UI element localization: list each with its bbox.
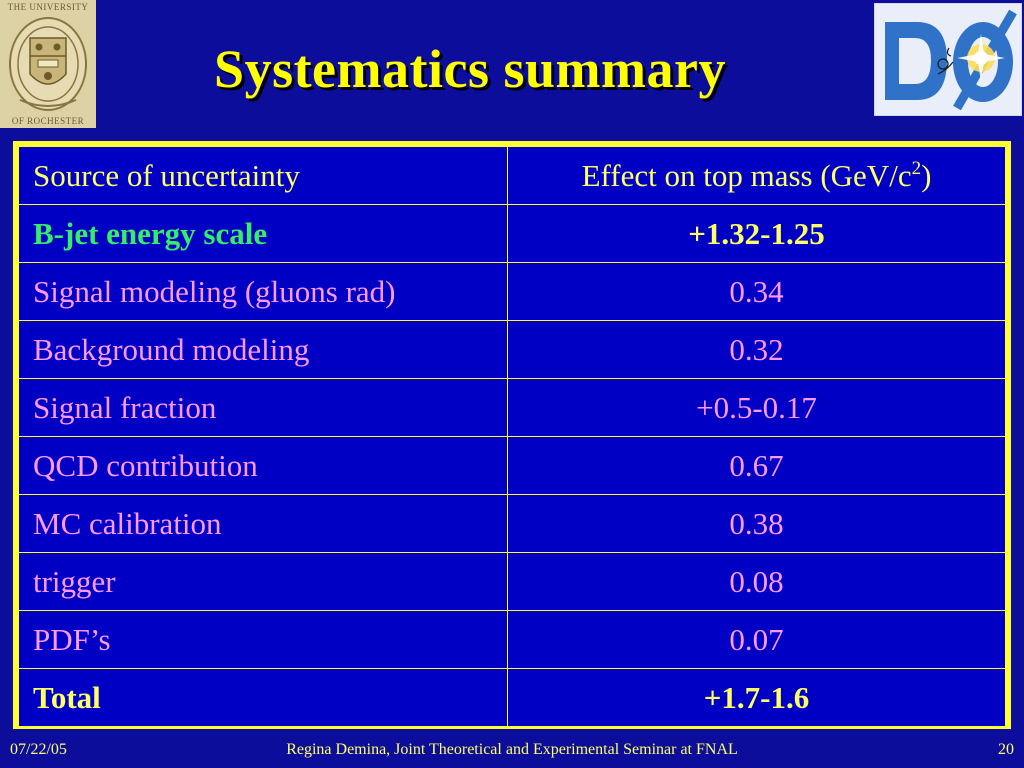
row-source: B-jet energy scale [18,204,508,263]
row-effect: 0.07 [507,610,1006,669]
header-effect-prefix: Effect on top mass (GeV/c [581,157,912,193]
table-row: Signal modeling (gluons rad) 0.34 [18,262,1006,321]
university-seal-icon [9,17,87,111]
table-row: PDF’s 0.07 [18,610,1006,669]
row-effect: +0.5-0.17 [507,378,1006,437]
row-effect: +1.7-1.6 [507,668,1006,727]
table-header-row: Source of uncertainty Effect on top mass… [18,146,1006,205]
row-source: Background modeling [18,320,508,379]
row-source: Total [18,668,508,727]
table-total-row: Total +1.7-1.6 [18,668,1006,727]
table-row: MC calibration 0.38 [18,494,1006,553]
row-source: QCD contribution [18,436,508,495]
header-source: Source of uncertainty [18,146,508,205]
page-number: 20 [998,741,1014,758]
row-effect: 0.38 [507,494,1006,553]
table-row: QCD contribution 0.67 [18,436,1006,495]
table-row: Background modeling 0.32 [18,320,1006,379]
logo-top-text: THE UNIVERSITY [7,2,89,12]
table-row: Signal fraction +0.5-0.17 [18,378,1006,437]
table-row: trigger 0.08 [18,552,1006,611]
row-effect: 0.67 [507,436,1006,495]
d0-experiment-icon [875,4,1021,115]
row-effect: 0.08 [507,552,1006,611]
row-source: Signal modeling (gluons rad) [18,262,508,321]
table-row: B-jet energy scale +1.32-1.25 [18,204,1006,263]
d0-logo [874,3,1022,116]
row-effect: 0.32 [507,320,1006,379]
systematics-table: Source of uncertainty Effect on top mass… [18,146,1006,727]
row-effect: +1.32-1.25 [507,204,1006,263]
logo-bottom-text: OF ROCHESTER [11,116,85,126]
row-source: Signal fraction [18,378,508,437]
footer-date: 07/22/05 [10,741,67,758]
university-of-rochester-logo: THE UNIVERSITY OF ROCHESTER [0,0,96,128]
row-source: PDF’s [18,610,508,669]
row-source: MC calibration [18,494,508,553]
header-effect-sup: 2 [911,157,922,179]
systematics-table-frame: Source of uncertainty Effect on top mass… [13,141,1011,729]
header-effect-suffix: ) [921,157,932,193]
header-effect: Effect on top mass (GeV/c2) [507,146,1006,205]
row-source: trigger [18,552,508,611]
footer-text: Regina Demina, Joint Theoretical and Exp… [286,741,738,758]
row-effect: 0.34 [507,262,1006,321]
slide-title: Systematics summary [214,39,726,99]
